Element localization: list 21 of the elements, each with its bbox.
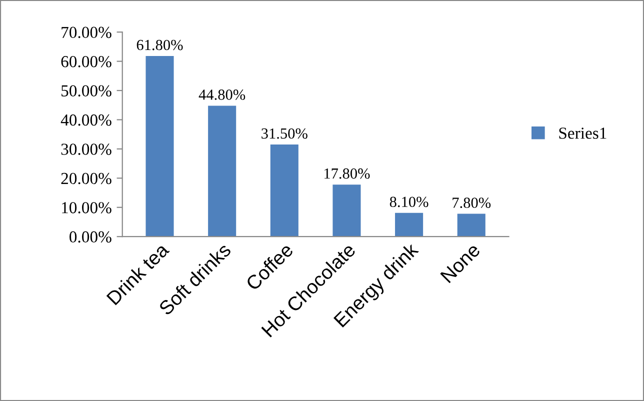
y-tick-label: 40.00%	[60, 114, 112, 126]
bar	[457, 214, 486, 237]
y-tick-label: 70.00%	[62, 26, 112, 38]
y-tick-label: 0.00%	[70, 231, 112, 243]
bar	[146, 56, 174, 237]
bar	[270, 144, 298, 237]
y-tick-label: 60.00%	[61, 56, 112, 68]
y-tick-label: 30.00%	[61, 144, 112, 155]
y-tick-label: 10.00%	[62, 202, 112, 214]
legend-label: Series1	[559, 128, 606, 139]
y-tick-label: 20.00%	[61, 172, 112, 184]
data-label: 7.80%	[452, 198, 491, 208]
bar	[208, 106, 236, 237]
data-label: 8.10%	[390, 196, 428, 208]
data-label: 61.80%	[136, 40, 183, 50]
data-label: 17.80%	[324, 168, 370, 179]
bar	[395, 212, 424, 237]
data-label: 31.50%	[262, 128, 308, 139]
data-label: 44.80%	[198, 90, 246, 100]
y-tick-label: 50.00%	[62, 85, 112, 97]
bar	[332, 184, 361, 237]
